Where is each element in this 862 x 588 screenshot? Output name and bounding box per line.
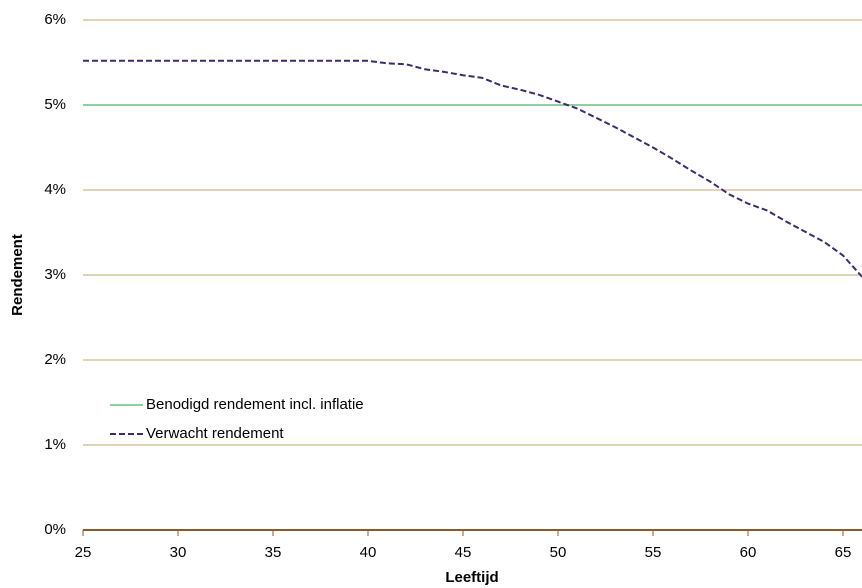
y-tick-label: 3% — [44, 266, 66, 283]
y-axis-label: Rendement — [9, 234, 26, 316]
y-tick-label: 6% — [44, 11, 66, 28]
x-tick-label: 45 — [455, 544, 472, 561]
x-tick-label: 40 — [360, 544, 377, 561]
x-tick-label: 65 — [835, 544, 852, 561]
y-tick-label: 1% — [44, 436, 66, 453]
y-tick-label: 2% — [44, 351, 66, 368]
x-axis-label: Leeftijd — [445, 569, 498, 586]
legend-label: Verwacht rendement — [146, 425, 284, 442]
y-tick-label: 0% — [44, 521, 66, 538]
x-tick-label: 30 — [170, 544, 187, 561]
y-tick-label: 4% — [44, 181, 66, 198]
series-line — [83, 59, 862, 278]
y-tick-label: 5% — [44, 96, 66, 113]
x-tick-label: 25 — [75, 544, 92, 561]
x-tick-label: 35 — [265, 544, 282, 561]
x-tick-label: 60 — [740, 544, 757, 561]
x-tick-label: 55 — [645, 544, 662, 561]
legend-label: Benodigd rendement incl. inflatie — [146, 396, 364, 413]
x-tick-label: 50 — [550, 544, 567, 561]
